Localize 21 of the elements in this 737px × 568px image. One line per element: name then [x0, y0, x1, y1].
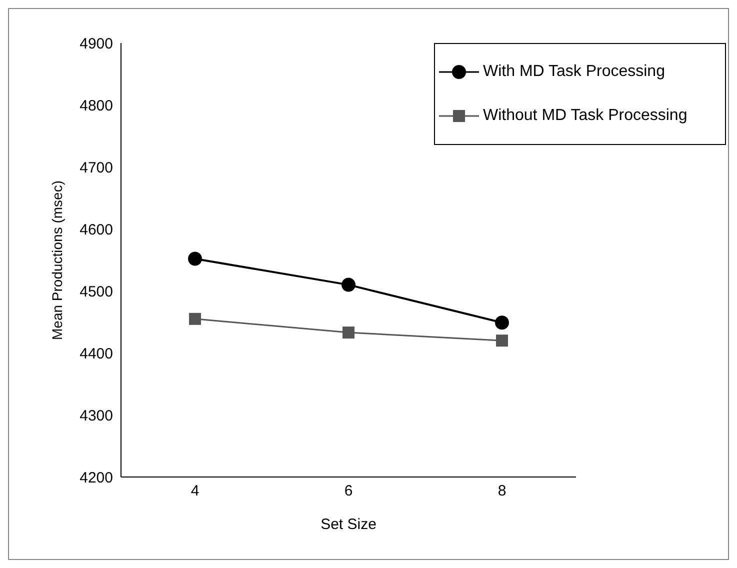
- x-axis-title: Set Size: [320, 516, 376, 533]
- legend-label: Without MD Task Processing: [483, 106, 688, 126]
- y-tick-label: 4600: [80, 221, 113, 238]
- y-tick-label: 4300: [80, 407, 113, 424]
- y-tick-label: 4500: [80, 283, 113, 300]
- point: [496, 334, 508, 347]
- y-tick-label: 4400: [80, 345, 113, 362]
- x-tick-label: 4: [190, 482, 200, 500]
- x-tick-label: 8: [498, 482, 506, 500]
- point: [342, 278, 356, 292]
- y-tick-label: 4900: [80, 35, 113, 52]
- point: [342, 326, 354, 339]
- y-tick-label: 4800: [80, 97, 113, 114]
- y-axis-title: Mean Productions (msec): [48, 180, 65, 340]
- y-tick-label: 4700: [80, 159, 113, 176]
- legend-label: With MD Task Processing: [483, 62, 665, 82]
- point: [189, 312, 201, 325]
- point: [188, 252, 202, 266]
- x-tick-label: 6: [344, 482, 353, 500]
- point: [495, 316, 509, 330]
- y-tick-label: 4200: [80, 469, 113, 486]
